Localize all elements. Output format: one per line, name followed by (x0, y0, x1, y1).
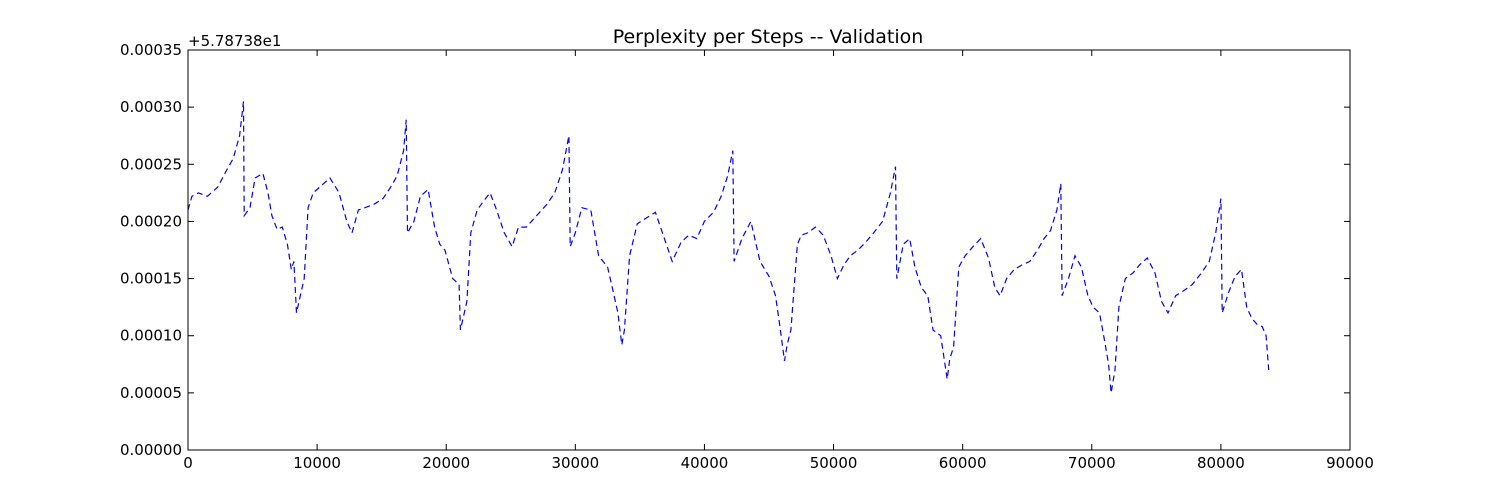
chart-title: Perplexity per Steps -- Validation (613, 26, 924, 48)
plot-frame (187, 49, 1351, 451)
x-tick-label: 20000 (422, 454, 470, 472)
x-tick-label: 50000 (810, 454, 858, 472)
y-tick-label: 0.00030 (120, 98, 182, 116)
x-axis: 0 10000 20000 30000 40000 50000 60000 70000 8000… (183, 50, 1374, 472)
y-axis: 0.00000 0.00005 0.00010 0.00015 0.00020 0.000… (120, 41, 1350, 459)
x-tick-label: 90000 (1326, 454, 1374, 472)
x-tick-label: 30000 (551, 454, 599, 472)
y-tick-label: 0.00020 (120, 212, 182, 230)
series-line (187, 101, 1270, 394)
y-tick-label: 0.00025 (120, 155, 182, 173)
y-axis-offset-label: +5.78738e1 (188, 32, 281, 50)
x-tick-label: 0 (183, 454, 193, 472)
y-tick-label: 0.00005 (120, 384, 182, 402)
x-tick-label: 40000 (681, 454, 729, 472)
x-tick-label: 10000 (293, 454, 341, 472)
y-tick-label: 0.00035 (120, 41, 182, 59)
plot-area (187, 49, 1351, 451)
y-tick-label: 0.00000 (120, 441, 182, 459)
x-tick-label: 70000 (1068, 454, 1116, 472)
y-tick-label: 0.00015 (120, 270, 182, 288)
x-tick-label: 60000 (939, 454, 987, 472)
x-tick-label: 80000 (1197, 454, 1245, 472)
y-tick-label: 0.00010 (120, 327, 182, 345)
